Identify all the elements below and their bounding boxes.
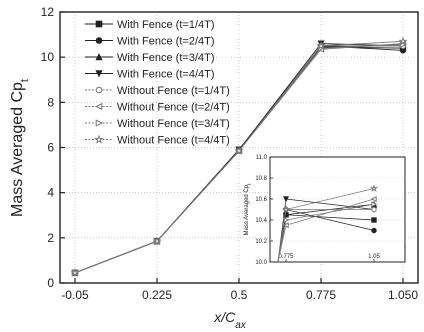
legend-marker: [95, 119, 103, 127]
legend-marker: [95, 102, 103, 111]
inset-y-tick-label: 10.8: [255, 176, 267, 182]
legend-label: With Fence (t=4/4T): [117, 69, 215, 81]
legend-label: With Fence (t=1/4T): [117, 19, 215, 31]
data-point: [316, 41, 326, 50]
y-axis-title: Mass Averaged Cpt: [9, 79, 31, 217]
inset-data-point: [371, 201, 378, 208]
data-point: [398, 36, 408, 46]
data-point: [234, 146, 244, 155]
inset-y-tick-label: 10.2: [255, 239, 267, 245]
y-tick-label: 6: [47, 141, 54, 155]
inset-data-point: [282, 196, 290, 203]
legend-label: Without Fence (t=2/4T): [117, 102, 230, 114]
legend-label: With Fence (t=2/4T): [117, 36, 215, 48]
inset-y-tick-label: 10.4: [255, 218, 267, 224]
legend-marker: [95, 70, 103, 78]
legend-label: Without Fence (t=4/4T): [117, 135, 230, 147]
legend-marker: [95, 20, 103, 28]
inset-frame: [269, 156, 406, 263]
inset-y-axis-title: Mass Averaged Cpt: [244, 183, 253, 236]
legend-marker: [95, 37, 103, 44]
inset-x-tick-label: 0.775: [278, 254, 294, 260]
inset-data-point: [371, 206, 377, 213]
y-tick-label: 0: [47, 276, 54, 290]
y-tick-label: 2: [47, 231, 54, 245]
inset-data-point: [281, 205, 291, 213]
data-point: [70, 268, 80, 277]
x-tick-label: 0.775: [306, 288, 336, 302]
legend-marker: [95, 53, 103, 61]
y-tick-label: 12: [41, 5, 55, 19]
y-tick-label: 4: [47, 186, 54, 200]
inset-data-point: [371, 217, 377, 223]
x-axis-title: x/Cax: [213, 309, 247, 331]
x-tick-label: 0.225: [142, 288, 172, 302]
legend-marker: [95, 86, 103, 94]
inset-data-point: [370, 195, 377, 203]
inset-data-point: [369, 184, 379, 192]
x-tick-label: -0.05: [61, 288, 89, 302]
legend-label: With Fence (t=3/4T): [117, 52, 215, 64]
x-tick-label: 0.5: [231, 288, 248, 302]
inset-y-tick-label: 10.0: [255, 260, 267, 266]
inset-data-point: [282, 222, 289, 229]
y-tick-label: 10: [41, 50, 55, 64]
x-tick-label: 1.050: [388, 288, 418, 302]
legend-label: Without Fence (t=1/4T): [117, 85, 230, 97]
data-point: [152, 236, 162, 246]
inset-y-tick-label: 10.6: [255, 197, 267, 203]
legend-marker: [94, 134, 104, 144]
inset-data-point: [371, 227, 377, 234]
inset-y-tick-label: 11.0: [256, 155, 268, 161]
y-tick-label: 8: [47, 95, 54, 109]
inset-x-tick-label: 1.05: [368, 254, 380, 260]
legend-label: Without Fence (t=3/4T): [117, 118, 230, 130]
